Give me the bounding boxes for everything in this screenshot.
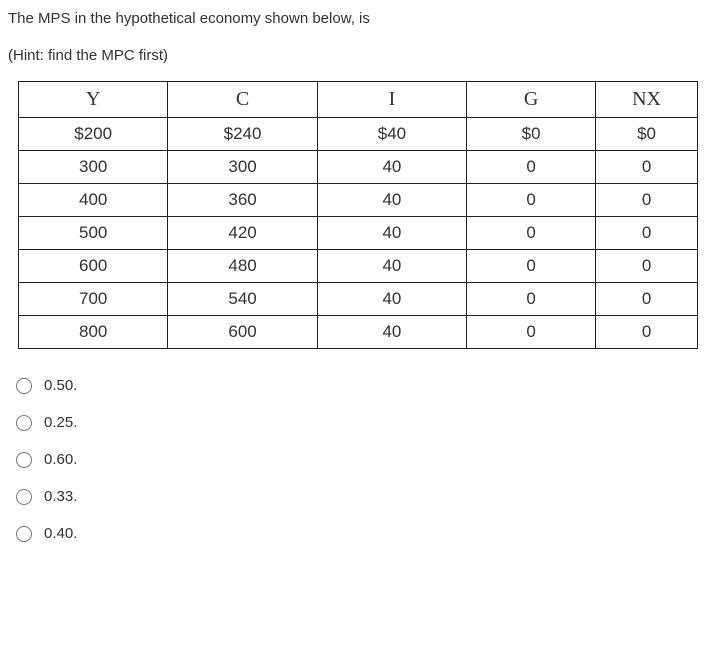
table-cell: 0 <box>467 151 596 184</box>
answer-options: 0.50. 0.25. 0.60. 0.33. 0.40. <box>16 377 707 542</box>
table-cell: $0 <box>467 118 596 151</box>
table-row: 7005404000 <box>19 283 698 316</box>
table-cell: 0 <box>467 283 596 316</box>
table-cell: 0 <box>596 250 698 283</box>
answer-label[interactable]: 0.60. <box>44 451 77 468</box>
table-row: 5004204000 <box>19 217 698 250</box>
table-row: 8006004000 <box>19 316 698 349</box>
table-cell: 0 <box>596 217 698 250</box>
table-row: $200$240$40$0$0 <box>19 118 698 151</box>
question-prompt: The MPS in the hypothetical economy show… <box>8 8 707 67</box>
table-header-row: Y C I G NX <box>19 82 698 118</box>
table-cell: 300 <box>19 151 168 184</box>
table-cell: 40 <box>317 151 466 184</box>
table-cell: 420 <box>168 217 317 250</box>
answer-label[interactable]: 0.40. <box>44 525 77 542</box>
table-row: 3003004000 <box>19 151 698 184</box>
answer-radio[interactable] <box>16 415 32 431</box>
answer-radio[interactable] <box>16 378 32 394</box>
table-cell: 0 <box>596 184 698 217</box>
table-cell: $0 <box>596 118 698 151</box>
col-header-I: I <box>317 82 466 118</box>
economy-table: Y C I G NX $200$240$40$0$030030040004003… <box>18 81 698 349</box>
col-header-C: C <box>168 82 317 118</box>
answer-label[interactable]: 0.25. <box>44 414 77 431</box>
answer-radio[interactable] <box>16 526 32 542</box>
table-cell: 540 <box>168 283 317 316</box>
table-cell: 0 <box>467 184 596 217</box>
table-row: 4003604000 <box>19 184 698 217</box>
table-cell: 0 <box>596 283 698 316</box>
answer-radio[interactable] <box>16 489 32 505</box>
table-cell: $240 <box>168 118 317 151</box>
table-cell: 480 <box>168 250 317 283</box>
table-cell: $200 <box>19 118 168 151</box>
table-cell: 40 <box>317 283 466 316</box>
table-cell: 40 <box>317 184 466 217</box>
answer-option[interactable]: 0.25. <box>16 414 707 431</box>
table-cell: 0 <box>467 217 596 250</box>
table-cell: 40 <box>317 316 466 349</box>
col-header-NX: NX <box>596 82 698 118</box>
answer-label[interactable]: 0.50. <box>44 377 77 394</box>
answer-label[interactable]: 0.33. <box>44 488 77 505</box>
table-cell: 600 <box>19 250 168 283</box>
answer-option[interactable]: 0.50. <box>16 377 707 394</box>
table-cell: 360 <box>168 184 317 217</box>
table-cell: 40 <box>317 250 466 283</box>
answer-option[interactable]: 0.33. <box>16 488 707 505</box>
table-cell: 0 <box>596 316 698 349</box>
table-cell: 0 <box>596 151 698 184</box>
table-cell: 500 <box>19 217 168 250</box>
col-header-Y: Y <box>19 82 168 118</box>
table-cell: 300 <box>168 151 317 184</box>
table-cell: 40 <box>317 217 466 250</box>
col-header-G: G <box>467 82 596 118</box>
table-row: 6004804000 <box>19 250 698 283</box>
answer-radio[interactable] <box>16 452 32 468</box>
table-cell: 400 <box>19 184 168 217</box>
question-line-2: (Hint: find the MPC first) <box>8 45 707 68</box>
answer-option[interactable]: 0.40. <box>16 525 707 542</box>
table-cell: 600 <box>168 316 317 349</box>
table-cell: 700 <box>19 283 168 316</box>
question-line-1: The MPS in the hypothetical economy show… <box>8 8 707 31</box>
answer-option[interactable]: 0.60. <box>16 451 707 468</box>
table-cell: 0 <box>467 250 596 283</box>
table-cell: 800 <box>19 316 168 349</box>
table-cell: 0 <box>467 316 596 349</box>
table-cell: $40 <box>317 118 466 151</box>
table-body: $200$240$40$0$03003004000400360400050042… <box>19 118 698 349</box>
